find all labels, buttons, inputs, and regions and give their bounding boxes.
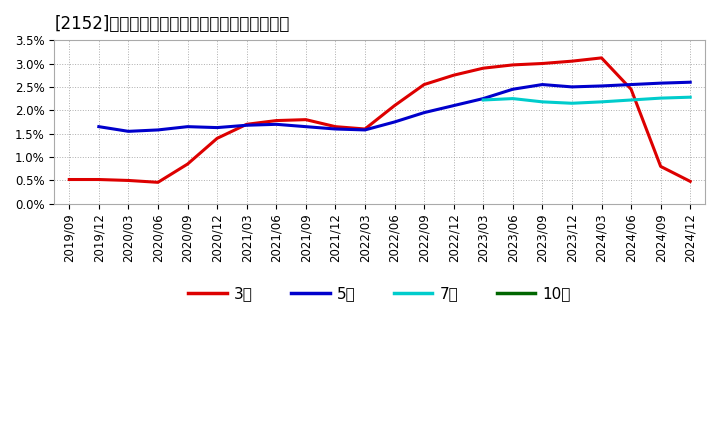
7年 [567,101,576,106]
5年 [390,119,399,125]
5年 [213,125,222,130]
3年 [567,59,576,64]
3年 [94,177,103,182]
Text: [2152]　当期純利益マージンの標準偏差の推移: [2152] 当期純利益マージンの標準偏差の推移 [55,15,290,33]
Line: 7年: 7年 [483,97,690,103]
5年 [597,83,606,88]
5年 [94,124,103,129]
3年 [331,124,340,129]
3年 [597,55,606,61]
5年 [626,82,635,87]
3年 [243,122,251,127]
Legend: 3年, 5年, 7年, 10年: 3年, 5年, 7年, 10年 [182,280,577,308]
7年 [508,96,517,101]
5年 [361,127,369,132]
3年 [390,103,399,108]
3年 [657,164,665,169]
3年 [65,177,73,182]
Line: 3年: 3年 [69,58,690,182]
3年 [538,61,546,66]
7年 [597,99,606,105]
3年 [213,136,222,141]
5年 [420,110,428,115]
Line: 5年: 5年 [99,82,690,131]
5年 [449,103,458,108]
3年 [183,161,192,167]
5年 [331,126,340,132]
5年 [302,124,310,129]
3年 [153,180,162,185]
3年 [626,87,635,92]
3年 [686,179,695,184]
3年 [361,126,369,132]
5年 [508,87,517,92]
3年 [124,178,132,183]
7年 [538,99,546,105]
5年 [479,96,487,101]
5年 [567,84,576,89]
3年 [420,82,428,87]
7年 [686,95,695,100]
3年 [449,73,458,78]
3年 [479,66,487,71]
3年 [272,118,281,123]
7年 [626,97,635,103]
7年 [479,97,487,103]
5年 [657,81,665,86]
5年 [153,127,162,132]
5年 [538,82,546,87]
5年 [272,122,281,127]
7年 [657,95,665,101]
5年 [686,80,695,85]
3年 [508,62,517,68]
5年 [183,124,192,129]
5年 [243,123,251,128]
3年 [302,117,310,122]
5年 [124,128,132,134]
